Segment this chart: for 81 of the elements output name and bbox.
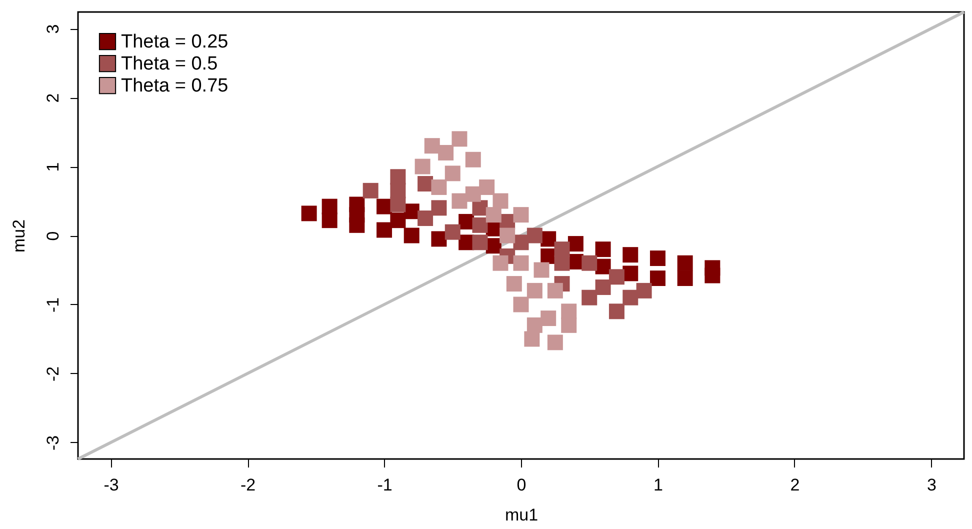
point (431, 200, 447, 216)
point (506, 276, 522, 292)
point (349, 207, 365, 223)
point (322, 212, 338, 228)
point (524, 331, 540, 347)
point (513, 207, 529, 223)
point (452, 131, 468, 147)
point (622, 266, 638, 282)
point (595, 242, 611, 258)
point (554, 255, 570, 271)
point (650, 270, 666, 286)
legend-label: Theta = 0.5 (121, 54, 218, 74)
point (376, 222, 392, 238)
point (500, 228, 516, 244)
point (513, 255, 529, 271)
point (608, 304, 624, 320)
point (418, 210, 434, 226)
point (704, 268, 720, 284)
point (465, 152, 481, 168)
x-tick-label: 0 (516, 476, 526, 494)
point (554, 242, 570, 258)
point (650, 250, 666, 266)
point (561, 317, 577, 333)
point (301, 206, 317, 222)
point (582, 290, 598, 306)
point (486, 207, 502, 223)
point (547, 334, 563, 350)
legend-label: Theta = 0.25 (121, 32, 228, 52)
x-tick-label: -1 (377, 476, 392, 494)
y-tick-label: -2 (44, 366, 62, 382)
point (390, 212, 406, 228)
y-tick-label: 2 (44, 93, 62, 103)
point (479, 179, 495, 195)
point (414, 158, 430, 174)
x-tick-label: -3 (104, 476, 119, 494)
x-tick-label: 1 (653, 476, 663, 494)
point (418, 176, 434, 192)
point (568, 236, 584, 252)
x-axis-title: mu1 (504, 506, 538, 524)
y-tick-label: 1 (44, 162, 62, 172)
point (513, 234, 529, 250)
point (390, 182, 406, 198)
y-axis-title: mu2 (10, 219, 28, 253)
point (622, 247, 638, 263)
point (362, 182, 378, 198)
point (526, 282, 542, 298)
point (526, 228, 542, 244)
point (540, 310, 556, 326)
x-tick-label: -2 (240, 476, 256, 494)
point (438, 144, 454, 160)
x-tick-label: 2 (790, 476, 800, 494)
point (472, 234, 488, 250)
point (431, 231, 447, 247)
point (595, 279, 611, 295)
x-tick-label: 3 (926, 476, 936, 494)
point (452, 193, 468, 209)
point (561, 304, 577, 320)
point (636, 282, 652, 298)
point (472, 217, 488, 233)
point (492, 255, 508, 271)
point (677, 255, 693, 271)
point (431, 179, 447, 195)
point (465, 186, 481, 202)
y-tick-label: -3 (44, 435, 62, 451)
point (513, 296, 529, 312)
point (547, 282, 563, 298)
point (390, 169, 406, 185)
y-tick-label: -1 (44, 297, 62, 313)
point (622, 290, 638, 306)
y-tick-label: 0 (44, 231, 62, 241)
point (444, 166, 460, 182)
point (424, 138, 440, 154)
point (534, 262, 550, 278)
point (404, 228, 420, 244)
point (677, 270, 693, 286)
legend-label: Theta = 0.75 (121, 76, 228, 96)
point (492, 193, 508, 209)
y-tick-label: 3 (44, 24, 62, 34)
point (444, 224, 460, 240)
point (582, 255, 598, 271)
point (608, 269, 624, 285)
